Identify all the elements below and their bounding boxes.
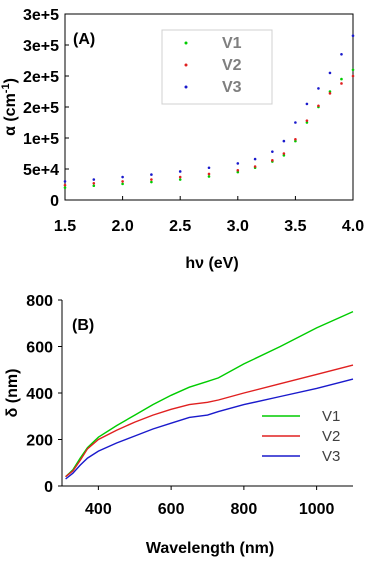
- chart-b-y-tick-label: 400: [26, 386, 53, 403]
- chart-a-point-v1: [294, 139, 297, 143]
- chart-a-y-tick-label: 2e+5: [23, 100, 59, 117]
- chart-a-point-v1: [328, 90, 332, 93]
- legend-label-v3: V3: [322, 448, 340, 465]
- chart-b-series-line-v1: [65, 310, 354, 478]
- chart-a-points: [63, 34, 355, 189]
- legend-marker-v3: [184, 85, 188, 89]
- chart-a-point-v3: [207, 166, 211, 170]
- chart-a-point-v3: [340, 53, 343, 56]
- chart-b-panel-label: (B): [72, 317, 94, 334]
- chart-a-x-tick-label: 4.0: [342, 218, 364, 235]
- chart-a-point-v1: [282, 154, 286, 157]
- chart-a-point-v1: [351, 68, 355, 72]
- chart-b-x-tick-label: 600: [158, 501, 185, 518]
- chart-a-point-v2: [317, 104, 320, 108]
- chart-a: (A) hν (eV) α (cm-1) 1.5 2.0 2.5 3.0 3.5 4.0 0…: [0, 7, 364, 272]
- chart-a-point-v2: [236, 168, 240, 172]
- chart-a-point-v1: [92, 184, 96, 188]
- chart-b-x-tick-label: 1000: [299, 501, 335, 518]
- chart-a-y-tick-label: 1e+5: [23, 131, 59, 148]
- chart-a-point-v1: [305, 121, 309, 124]
- legend-label-v2: V2: [222, 57, 242, 74]
- chart-a-point-v3: [178, 170, 182, 173]
- legend-label-v2: V2: [322, 428, 340, 445]
- chart-a-point-v2: [178, 175, 182, 179]
- chart-b-x-tick-label: 400: [85, 501, 112, 518]
- chart-a-y-axis-label: α (cm-1): [0, 78, 19, 136]
- chart-a-y-tick-label: 0: [50, 193, 59, 210]
- chart-b-ticks: 400 600 800 1000 0 200 400 600 800: [26, 293, 334, 518]
- legend-label-v1: V1: [322, 408, 340, 425]
- legend-label-v3: V3: [222, 79, 242, 96]
- chart-a-point-v3: [121, 175, 124, 179]
- chart-a-point-v3: [282, 139, 286, 143]
- chart-b-lines: [65, 310, 354, 480]
- chart-b-legend: V1 V2 V3: [262, 408, 340, 465]
- chart-a-y-tick-label: 5e+4: [23, 162, 59, 179]
- chart-a-x-tick-label: 1.5: [54, 218, 76, 235]
- chart-a-panel-label: (A): [73, 31, 95, 48]
- chart-a-point-v2: [282, 152, 286, 155]
- chart-a-point-v3: [92, 178, 96, 181]
- chart-b-series-line-v3: [65, 378, 354, 480]
- chart-a-point-v3: [253, 157, 257, 161]
- chart-a-point-v2: [207, 172, 211, 176]
- legend-label-v1: V1: [222, 35, 242, 52]
- chart-a-point-v1: [178, 178, 182, 181]
- chart-a-point-v1: [340, 77, 343, 81]
- chart-b-y-tick-label: 0: [44, 479, 53, 496]
- chart-a-point-v2: [340, 82, 343, 85]
- chart-a-point-v1: [236, 170, 240, 174]
- chart-a-point-v3: [351, 34, 355, 37]
- chart-a-point-v1: [207, 175, 211, 178]
- chart-b: (B) Wavelength (nm) δ (nm) 400 600 800 1000…: [4, 293, 354, 557]
- chart-a-point-v2: [253, 165, 257, 168]
- chart-a-legend: V1 V2 V3: [184, 35, 242, 96]
- chart-a-legend-box: [161, 29, 273, 105]
- chart-a-point-v3: [328, 71, 332, 75]
- chart-a-point-v2: [351, 74, 355, 78]
- chart-a-ticks: 1.5 2.0 2.5 3.0 3.5 4.0 0 5e+4 1e+5 2e+5 2e+5 3e+5 3…: [23, 7, 364, 235]
- chart-a-x-tick-label: 2.0: [111, 218, 133, 235]
- chart-a-y-tick-label: 3e+5: [23, 7, 59, 24]
- chart-b-x-tick-label: 800: [231, 501, 258, 518]
- chart-a-x-tick-label: 3.5: [284, 218, 306, 235]
- chart-a-point-v2: [328, 92, 332, 95]
- chart-a-y-axis-label-end: ): [2, 78, 19, 83]
- chart-a-point-v3: [294, 121, 297, 124]
- chart-a-point-v2: [305, 119, 309, 122]
- chart-a-y-axis-label-main: α (cm: [2, 93, 19, 136]
- chart-a-point-v3: [317, 87, 320, 90]
- chart-a-point-v2: [92, 181, 96, 185]
- chart-a-point-v1: [121, 182, 124, 186]
- chart-a-point-v2: [271, 159, 274, 162]
- chart-a-point-v2: [150, 178, 153, 181]
- chart-a-point-v1: [63, 186, 67, 189]
- chart-b-y-tick-label: 200: [26, 433, 53, 450]
- chart-a-x-tick-label: 2.5: [169, 218, 191, 235]
- chart-a-point-v3: [63, 180, 67, 183]
- chart-a-point-v2: [63, 183, 67, 187]
- chart-b-series-line-v2: [65, 364, 354, 478]
- chart-b-y-tick-label: 800: [26, 293, 53, 310]
- chart-a-point-v3: [236, 162, 240, 165]
- chart-a-point-v2: [294, 137, 297, 141]
- chart-a-point-v1: [150, 180, 153, 184]
- chart-a-point-v3: [271, 150, 274, 153]
- chart-b-y-axis-label: δ (nm): [4, 369, 21, 418]
- chart-a-point-v3: [150, 173, 153, 176]
- chart-a-x-axis-label: hν (eV): [185, 255, 238, 272]
- chart-a-x-tick-label: 3.0: [227, 218, 249, 235]
- chart-a-y-tick-label: 2e+5: [23, 69, 59, 86]
- chart-a-point-v3: [305, 102, 309, 106]
- chart-b-y-tick-label: 600: [26, 340, 53, 357]
- legend-marker-v1: [184, 41, 188, 45]
- chart-a-point-v2: [121, 180, 124, 183]
- legend-marker-v2: [184, 63, 188, 67]
- chart-a-y-axis-label-sup: -1: [0, 83, 12, 93]
- chart-a-y-tick-label: 3e+5: [23, 38, 59, 55]
- chart-b-x-axis-label: Wavelength (nm): [146, 540, 274, 557]
